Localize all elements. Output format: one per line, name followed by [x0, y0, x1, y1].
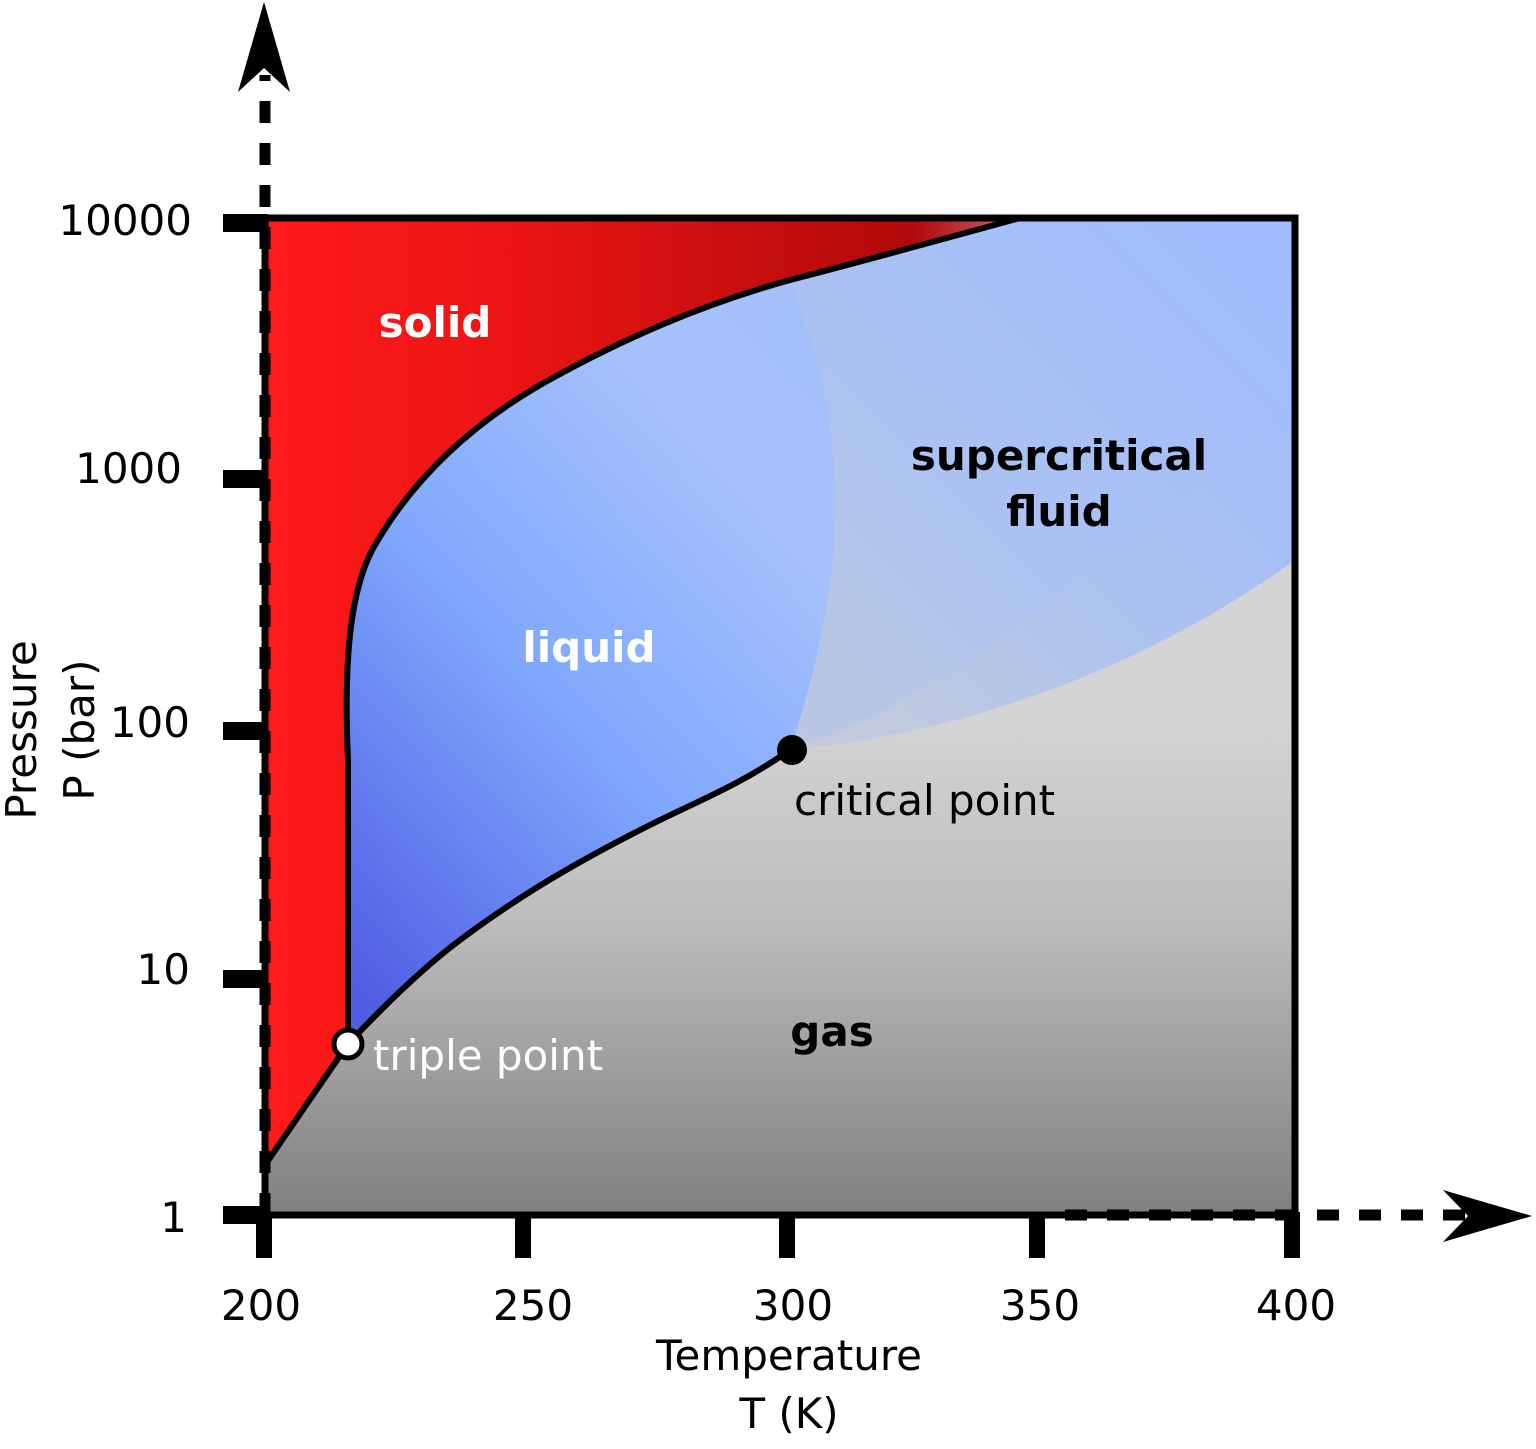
x-axis-title-line2: T (K) [738, 1389, 838, 1438]
x-axis-title-line1: Temperature [655, 1331, 922, 1380]
supercritical-label-line1: supercritical [911, 431, 1207, 480]
triple-point-label: triple point [373, 1031, 603, 1080]
solid-label: solid [379, 298, 492, 347]
x-axis-arrow-icon [1443, 1190, 1532, 1242]
x-ticks [256, 1212, 1300, 1258]
y-axis-arrow-icon [238, 2, 290, 92]
x-tick-label-400: 400 [1256, 1281, 1336, 1330]
y-tick-label-10: 10 [137, 945, 190, 994]
vaporization-curve [345, 747, 792, 1047]
x-tick-label-200: 200 [221, 1281, 301, 1330]
solid-region [265, 218, 1020, 1165]
y-tick-label-1000: 1000 [75, 444, 182, 493]
y-tick-label-100: 100 [110, 698, 190, 747]
y-ticks [223, 214, 268, 1224]
gas-label: gas [790, 1007, 873, 1056]
x-tick-label-250: 250 [493, 1281, 573, 1330]
y-tick-label-1: 1 [160, 1193, 187, 1242]
x-tick-label-300: 300 [753, 1281, 833, 1330]
melting-curve [343, 215, 1021, 1044]
y-axis-title-line1: Pressure [0, 640, 46, 819]
sublimation-curve [262, 1042, 351, 1167]
critical-point-marker [777, 735, 807, 765]
liquid-supercritical-blend [790, 218, 1295, 750]
critical-point-label: critical point [794, 776, 1055, 825]
y-tick-label-10000: 10000 [58, 196, 192, 245]
y-axis-title-line2: P (bar) [55, 659, 104, 800]
triple-point-marker [331, 1027, 365, 1061]
x-tick-label-350: 350 [1000, 1281, 1080, 1330]
liquid-label: liquid [522, 623, 655, 672]
supercritical-label-line2: fluid [1006, 487, 1112, 536]
gas-region [265, 560, 1295, 1215]
